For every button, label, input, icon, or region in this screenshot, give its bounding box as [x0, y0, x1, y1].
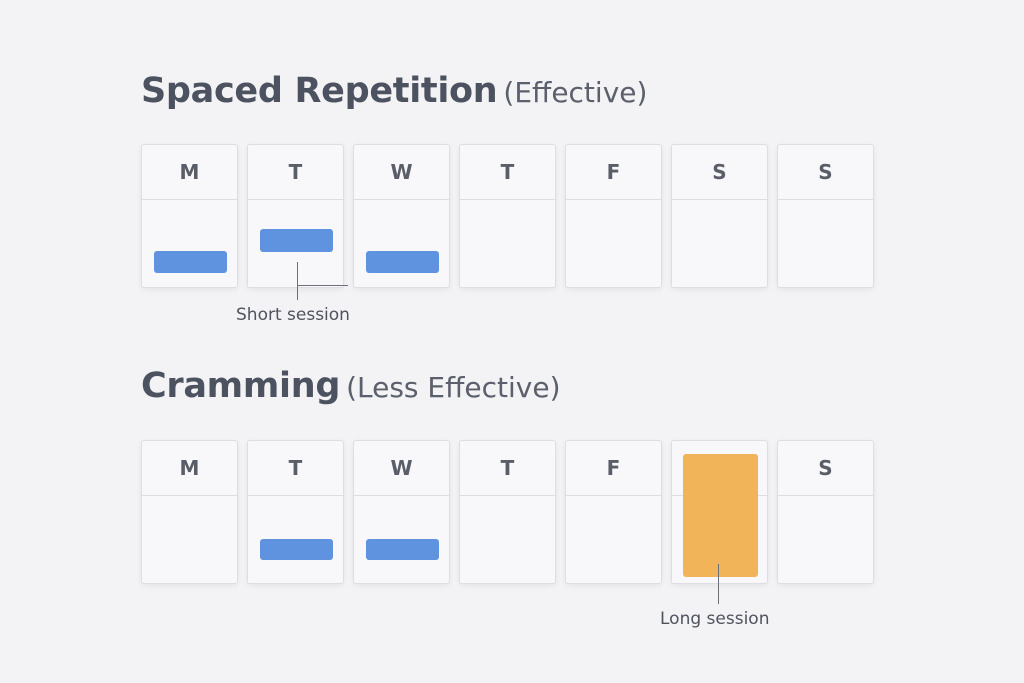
- day-label: S: [778, 145, 873, 200]
- short-session-bar: [366, 539, 439, 560]
- spaced-repetition-title: Spaced Repetition (Effective): [141, 71, 647, 111]
- cramming-week: M T W T F S S: [141, 440, 876, 586]
- day-friday: F: [565, 440, 662, 584]
- day-label: F: [566, 145, 661, 200]
- cramming-title: Cramming (Less Effective): [141, 366, 561, 406]
- day-thursday: T: [459, 440, 556, 584]
- short-session-callout-line: [297, 262, 298, 300]
- long-session-label: Long session: [660, 609, 770, 629]
- day-sunday: S: [777, 440, 874, 584]
- day-wednesday: W: [353, 440, 450, 584]
- day-tuesday: T: [247, 440, 344, 584]
- day-label: T: [248, 441, 343, 496]
- day-label: T: [460, 145, 555, 200]
- section-qualifier: (Less Effective): [346, 371, 561, 404]
- day-label: S: [672, 145, 767, 200]
- day-label: M: [142, 145, 237, 200]
- day-label: M: [142, 441, 237, 496]
- day-friday: F: [565, 144, 662, 288]
- day-saturday: S: [671, 144, 768, 288]
- day-saturday: S: [671, 440, 768, 584]
- short-session-bar: [154, 251, 227, 273]
- day-tuesday: T: [247, 144, 344, 288]
- short-session-callout-tick: [297, 285, 348, 286]
- section-title: Cramming: [141, 366, 341, 406]
- long-session-bar: [683, 454, 758, 577]
- day-monday: M: [141, 144, 238, 288]
- spaced-repetition-week: M T W T F S S: [141, 144, 876, 290]
- short-session-bar: [366, 251, 439, 273]
- short-session-bar: [260, 539, 333, 560]
- day-label: T: [460, 441, 555, 496]
- day-wednesday: W: [353, 144, 450, 288]
- section-qualifier: (Effective): [503, 76, 648, 109]
- section-title: Spaced Repetition: [141, 71, 498, 111]
- day-monday: M: [141, 440, 238, 584]
- day-label: T: [248, 145, 343, 200]
- day-sunday: S: [777, 144, 874, 288]
- day-label: W: [354, 441, 449, 496]
- short-session-label: Short session: [236, 305, 350, 325]
- day-label: F: [566, 441, 661, 496]
- day-thursday: T: [459, 144, 556, 288]
- day-label: S: [778, 441, 873, 496]
- short-session-bar: [260, 229, 333, 252]
- long-session-callout-line: [718, 564, 719, 604]
- day-label: W: [354, 145, 449, 200]
